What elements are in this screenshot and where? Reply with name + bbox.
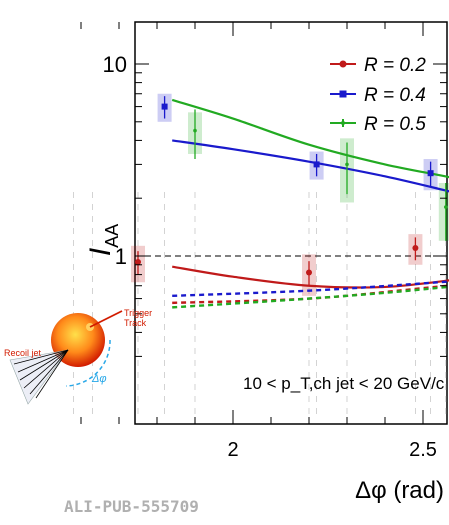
axes: 22.53110 <box>80 22 447 461</box>
inset-angle-label: Δφ <box>91 373 107 385</box>
plot-frame <box>134 21 448 425</box>
marker-s0-p0 <box>135 259 141 266</box>
marker-s2-p1 <box>345 162 349 167</box>
model-solid-curve-1 <box>172 139 449 193</box>
inset-trigger-label: Trigger <box>124 308 152 318</box>
model-dashed-curve-0 <box>172 284 449 305</box>
delta-phi-arc-icon <box>65 339 111 387</box>
inset-recoil-label: Recoil jet <box>4 348 42 358</box>
marker-s1-p0 <box>161 103 168 110</box>
legend-label-r02: R = 0.2 <box>364 55 426 76</box>
recoil-jet-cone-icon <box>9 349 69 405</box>
marker-s0-p1 <box>306 269 312 276</box>
inset-track-label: Track <box>124 318 147 328</box>
y-axis-label: IAA <box>84 224 122 256</box>
publication-id: ALI-PUB-555709 <box>64 497 199 516</box>
data-points <box>135 96 448 286</box>
legend-entry-r02: R = 0.2 <box>330 55 426 76</box>
x-axis-label: Δφ (rad) <box>355 477 444 504</box>
legend-entry-r05: R = 0.5 <box>330 114 426 135</box>
legend-entry-r04: R = 0.4 <box>330 85 426 106</box>
marker-s1-p2 <box>427 170 434 177</box>
legend-label-r05: R = 0.5 <box>364 114 426 135</box>
y-tick-label: 1 <box>115 244 127 269</box>
marker-s1-p1 <box>313 161 320 168</box>
x-tick-label: 2.5 <box>409 439 437 461</box>
y-tick-label: 10 <box>103 52 127 77</box>
model-dashed-curve-2 <box>172 285 449 309</box>
model-dashed-curve-1 <box>172 280 449 298</box>
marker-s0-p2 <box>412 245 419 252</box>
x-tick-label: 2 <box>227 439 238 461</box>
legend-label-r04: R = 0.4 <box>364 85 426 106</box>
kinematic-annotation: 10 < p_T,ch jet < 20 GeV/c <box>243 374 445 393</box>
model-solid-curve-2 <box>171 98 449 179</box>
marker-s2-p0 <box>193 128 197 133</box>
marker-s2-p2 <box>444 205 448 209</box>
trigger-track-line <box>89 310 123 328</box>
model-curves <box>171 98 449 309</box>
inset-schematic: Trigger Track Recoil jet Δφ <box>4 308 152 405</box>
legend: R = 0.2 R = 0.4 R = 0.5 <box>330 55 426 135</box>
sys-box-s2-p2 <box>438 182 449 241</box>
